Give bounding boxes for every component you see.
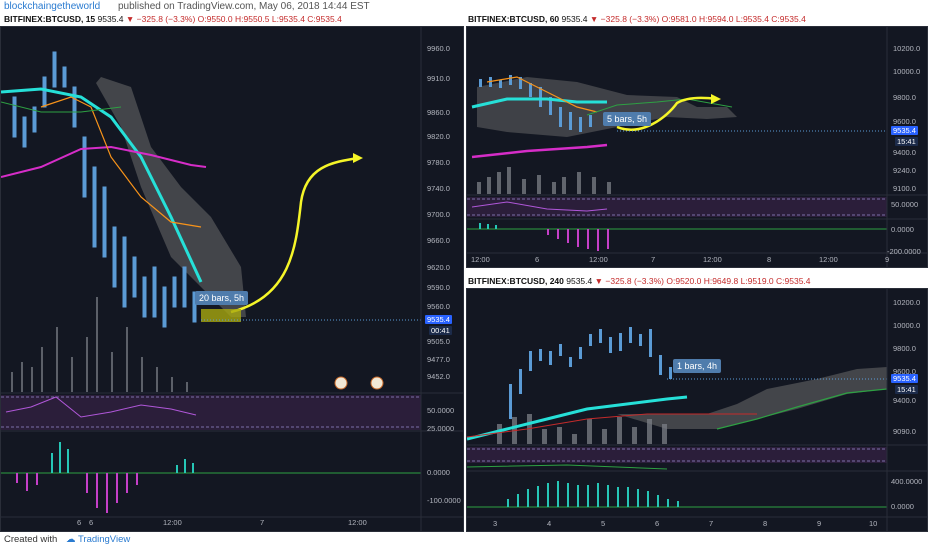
bar-count-annotation[interactable]: 1 bars, 4h bbox=[673, 359, 722, 373]
panel-60-title: BITFINEX:BTCUSD, 60 9535.4 ▼ −325.8 (−3.… bbox=[468, 14, 806, 24]
top-bar: blockchaingetheworld published on Tradin… bbox=[0, 0, 932, 14]
osc-tick: 50.0000 bbox=[891, 200, 919, 209]
chart-15m-canvas[interactable] bbox=[1, 27, 463, 531]
chart-panel-60m[interactable]: 5 bars, 5h 10200.0 10000.0 9800.0 9600.0… bbox=[466, 26, 928, 268]
osc-tick: 25.0000 bbox=[427, 424, 455, 433]
ohlc-label: O:9520.0 H:9649.8 L:9519.0 C:9535.4 bbox=[666, 276, 811, 286]
price-tick: 9452.0 bbox=[427, 372, 450, 381]
change-label: ▼ −325.8 (−3.3%) bbox=[594, 276, 664, 286]
price-tick: 9240.0 bbox=[893, 166, 916, 175]
price-tick: 9820.0 bbox=[427, 132, 450, 141]
price-tick: 9960.0 bbox=[427, 44, 450, 53]
price-tick: 9477.0 bbox=[427, 355, 450, 364]
price-tick: 9660.0 bbox=[427, 236, 450, 245]
price-tick: 9560.0 bbox=[427, 302, 450, 311]
time-tick: 7 bbox=[651, 255, 656, 264]
price-tick: 9100.0 bbox=[893, 184, 916, 193]
time-tick: 12:00 bbox=[819, 255, 838, 264]
time-tick: 12:00 bbox=[348, 518, 367, 527]
macd-tick: -200.0000 bbox=[887, 247, 921, 256]
countdown-tag: 15:41 bbox=[895, 385, 918, 394]
published-text: published on TradingView.com, May 06, 20… bbox=[118, 1, 370, 12]
price-tick: 9700.0 bbox=[427, 210, 450, 219]
price-tick: 9400.0 bbox=[893, 396, 916, 405]
bar-count-annotation[interactable]: 20 bars, 5h bbox=[195, 291, 249, 305]
symbol-label: BITFINEX:BTCUSD, 60 bbox=[468, 14, 560, 24]
chart-panel-240m[interactable]: 1 bars, 4h 10200.0 10000.0 9800.0 9600.0… bbox=[466, 288, 928, 532]
price-label: 9535.4 bbox=[561, 14, 588, 24]
price-tick: 9600.0 bbox=[893, 367, 916, 376]
price-tick: 10000.0 bbox=[893, 67, 921, 76]
countdown-tag: 00:41 bbox=[429, 326, 452, 335]
time-tick: 10 bbox=[869, 519, 878, 528]
price-tick: 9910.0 bbox=[427, 74, 450, 83]
time-tick: 6 bbox=[89, 518, 94, 527]
macd-tick: 0.0000 bbox=[427, 468, 450, 477]
last-price-tag: 9535.4 bbox=[425, 315, 452, 324]
time-tick: 6 bbox=[655, 519, 660, 528]
time-tick: 3 bbox=[493, 519, 498, 528]
price-tick: 10200.0 bbox=[893, 44, 921, 53]
price-tick: 9600.0 bbox=[893, 117, 916, 126]
time-tick: 9 bbox=[885, 255, 890, 264]
time-tick: 12:00 bbox=[589, 255, 608, 264]
change-label: ▼ −325.8 (−3.3%) bbox=[589, 14, 660, 24]
author-link[interactable]: blockchaingetheworld bbox=[4, 1, 101, 12]
price-tick: 10200.0 bbox=[893, 298, 921, 307]
created-with-label: Created with bbox=[4, 534, 58, 545]
time-tick: 7 bbox=[260, 518, 265, 527]
time-tick: 4 bbox=[547, 519, 552, 528]
price-tick: 9800.0 bbox=[893, 93, 916, 102]
price-label: 9535.4 bbox=[566, 276, 593, 286]
time-tick: 12:00 bbox=[703, 255, 722, 264]
chart-panel-15m[interactable]: 20 bars, 5h 9960.0 9910.0 9860.0 9820.0 … bbox=[0, 26, 464, 532]
symbol-label: BITFINEX:BTCUSD, 15 bbox=[4, 14, 96, 24]
macd-tick: 0.0000 bbox=[891, 225, 914, 234]
price-tick: 9400.0 bbox=[893, 148, 916, 157]
osc-tick: 0.0000 bbox=[891, 502, 914, 511]
price-tick: 9505.0 bbox=[427, 337, 450, 346]
time-tick: 5 bbox=[601, 519, 606, 528]
panel-240-title: BITFINEX:BTCUSD, 240 9535.4 ▼ −325.8 (−3… bbox=[468, 276, 811, 286]
cloud-icon: ☁ bbox=[65, 534, 76, 545]
bar-count-annotation[interactable]: 5 bars, 5h bbox=[603, 112, 652, 126]
time-tick: 6 bbox=[535, 255, 540, 264]
time-tick: 7 bbox=[709, 519, 714, 528]
ohlc-label: O:9550.0 H:9550.5 L:9535.4 C:9535.4 bbox=[197, 14, 342, 24]
tradingview-brand-link[interactable]: TradingView bbox=[77, 534, 131, 545]
osc-tick: 400.0000 bbox=[891, 477, 923, 486]
price-tick: 9090.0 bbox=[893, 427, 916, 436]
footer: Created with ☁ TradingView bbox=[4, 534, 130, 545]
time-tick: 12:00 bbox=[163, 518, 182, 527]
price-label: 9535.4 bbox=[97, 14, 124, 24]
last-price-tag: 9535.4 bbox=[891, 126, 918, 135]
time-tick: 12:00 bbox=[471, 255, 490, 264]
osc-tick: 50.0000 bbox=[427, 406, 455, 415]
price-tick: 9740.0 bbox=[427, 184, 450, 193]
change-label: ▼ −325.8 (−3.3%) bbox=[125, 14, 196, 24]
price-tick: 9780.0 bbox=[427, 158, 450, 167]
ohlc-label: O:9581.0 H:9594.0 L:9535.4 C:9535.4 bbox=[661, 14, 806, 24]
symbol-label: BITFINEX:BTCUSD, 240 bbox=[468, 276, 564, 286]
time-tick: 8 bbox=[767, 255, 772, 264]
chart-60m-canvas[interactable] bbox=[467, 27, 927, 267]
time-tick: 6 bbox=[77, 518, 82, 527]
price-tick: 10000.0 bbox=[893, 321, 921, 330]
time-tick: 8 bbox=[763, 519, 768, 528]
panel-15-title: BITFINEX:BTCUSD, 15 9535.4 ▼ −325.8 (−3.… bbox=[4, 14, 342, 24]
time-tick: 9 bbox=[817, 519, 822, 528]
macd-tick: -100.0000 bbox=[427, 496, 461, 505]
price-tick: 9590.0 bbox=[427, 283, 450, 292]
countdown-tag: 15:41 bbox=[895, 137, 918, 146]
price-tick: 9860.0 bbox=[427, 108, 450, 117]
price-tick: 9800.0 bbox=[893, 344, 916, 353]
price-tick: 9620.0 bbox=[427, 263, 450, 272]
chart-240m-canvas[interactable] bbox=[467, 289, 927, 531]
last-price-tag: 9535.4 bbox=[891, 374, 918, 383]
